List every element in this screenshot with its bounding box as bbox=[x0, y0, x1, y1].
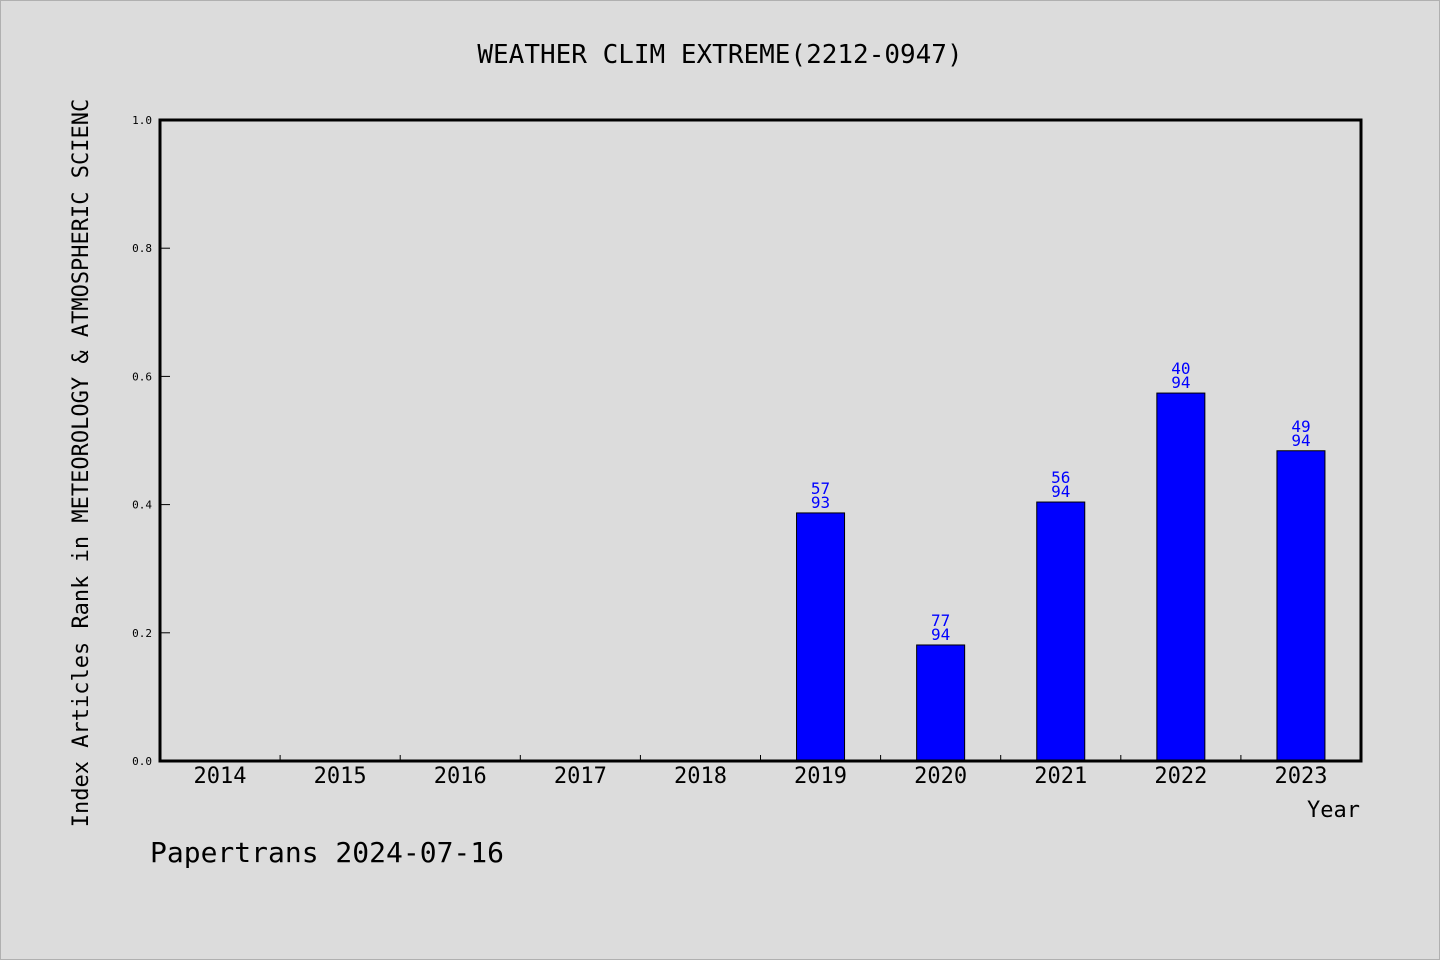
bar-2019 bbox=[796, 512, 846, 762]
y-axis-label: Index Articles Rank in METEOROLOGY & ATM… bbox=[69, 99, 94, 827]
y-tick-label: 0.4 bbox=[132, 499, 152, 512]
bar-2022 bbox=[1156, 392, 1206, 762]
x-axis-label: Year bbox=[1307, 798, 1360, 823]
x-tick-label: 2020 bbox=[914, 764, 967, 789]
x-tick-label: 2022 bbox=[1154, 764, 1207, 789]
bar-2023 bbox=[1276, 450, 1326, 762]
y-tick-label: 0.0 bbox=[132, 755, 152, 768]
bar-label-total: 94 bbox=[1291, 431, 1310, 450]
bar-label-rank: 77 bbox=[931, 611, 950, 630]
y-tick-label: 0.8 bbox=[132, 242, 152, 255]
bar-label-rank: 40 bbox=[1171, 359, 1190, 378]
bar-label-rank: 56 bbox=[1051, 468, 1070, 487]
y-tick-label: 0.2 bbox=[132, 627, 152, 640]
bar-2021 bbox=[1036, 501, 1086, 762]
bar-label-total: 93 bbox=[811, 493, 830, 512]
x-tick-label: 2015 bbox=[314, 764, 367, 789]
x-tick-label: 2018 bbox=[674, 764, 727, 789]
x-tick-label: 2014 bbox=[194, 764, 247, 789]
bar-label-rank: 49 bbox=[1291, 417, 1310, 436]
bar-label-total: 94 bbox=[1171, 373, 1190, 392]
bar-label-total: 94 bbox=[1051, 482, 1070, 501]
x-tick-label: 2021 bbox=[1034, 764, 1087, 789]
x-tick-label: 2019 bbox=[794, 764, 847, 789]
y-tick-label: 0.6 bbox=[132, 370, 152, 383]
bar-2020 bbox=[916, 644, 966, 762]
footer-text: Papertrans 2024-07-16 bbox=[150, 836, 504, 869]
x-tick-label: 2023 bbox=[1274, 764, 1327, 789]
bar-label-rank: 57 bbox=[811, 479, 830, 498]
bar-label-total: 94 bbox=[931, 625, 950, 644]
x-tick-label: 2016 bbox=[434, 764, 487, 789]
plot-area-border bbox=[158, 118, 1363, 763]
y-ticks-layer: 0.0 0.2 0.4 0.6 0.8 1.0 bbox=[132, 114, 170, 768]
x-ticks-layer: 2014 2015 2016 2017 2018 2019 2020 2021 2022 2023 bbox=[194, 755, 1327, 789]
y-tick-label: 1.0 bbox=[132, 114, 152, 127]
chart-title: WEATHER CLIM EXTREME(2212-0947) bbox=[477, 40, 962, 70]
x-tick-label: 2017 bbox=[554, 764, 607, 789]
bars-layer bbox=[796, 392, 1326, 762]
